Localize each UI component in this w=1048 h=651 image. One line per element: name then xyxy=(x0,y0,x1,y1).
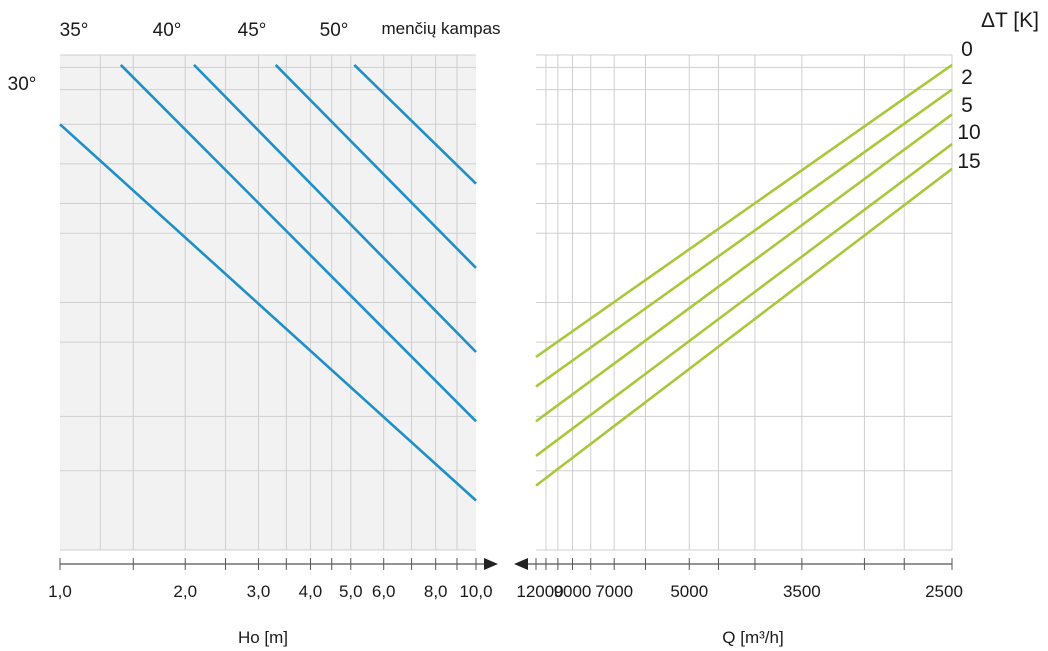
right-tick-label: 9000 xyxy=(554,582,592,601)
blade-angle-line-45deg xyxy=(274,63,477,269)
right-arrow-icon xyxy=(484,558,498,570)
temperature-line-10 xyxy=(535,143,953,457)
left-tick-label: 5,0 xyxy=(339,582,363,601)
blade-angle-label: 30° xyxy=(8,74,37,95)
blade-angle-line-35deg xyxy=(119,63,477,423)
blade-angle-line-50deg xyxy=(353,63,477,185)
delta-t-label: 2 xyxy=(961,66,973,89)
temperature-line-2 xyxy=(535,88,953,388)
delta-t-label: 0 xyxy=(961,38,973,61)
left-tick-label: 10,0 xyxy=(459,582,492,601)
labels: 30° 35° 40° 45° 50° menčių kampas ΔT [K] 0 2 5 10 1… xyxy=(8,9,1039,173)
blade-angle-label: 45° xyxy=(238,20,267,41)
delta-t-legend-title: ΔT [K] xyxy=(981,9,1039,32)
blade-angle-line-30deg xyxy=(59,123,477,502)
delta-t-label: 5 xyxy=(961,94,973,117)
right-tick-label: 12000 xyxy=(516,582,563,601)
temperature-line-5 xyxy=(535,113,953,423)
left-axis-title: Ho [m] xyxy=(238,628,288,647)
delta-t-label: 15 xyxy=(957,150,980,173)
left-tick-label: 3,0 xyxy=(247,582,271,601)
right-tick-label: 7000 xyxy=(595,582,633,601)
blade-angle-label: 35° xyxy=(60,20,89,41)
right-axis-title: Q [m³/h] xyxy=(722,628,783,647)
left-tick-label: 6,0 xyxy=(372,582,396,601)
left-arrow-icon xyxy=(514,558,528,570)
blade-angle-legend-title: menčių kampas xyxy=(381,19,500,38)
left-tick-label: 8,0 xyxy=(424,582,448,601)
right-tick-label: 2500 xyxy=(925,582,963,601)
blade-angle-label: 40° xyxy=(153,20,182,41)
temperature-line-0 xyxy=(535,63,953,358)
left-panel: 1,0 2,0 3,0 4,0 5,0 6,0 8,0 10,0 Ho [m] xyxy=(48,54,498,647)
left-tick-label: 1,0 xyxy=(48,582,72,601)
right-tick-label: 3500 xyxy=(783,582,821,601)
left-tick-label: 4,0 xyxy=(299,582,323,601)
left-tick-label: 2,0 xyxy=(173,582,197,601)
delta-t-label: 10 xyxy=(957,121,980,144)
blade-angle-line-40deg xyxy=(193,63,477,353)
temperature-line-15 xyxy=(535,167,953,487)
blade-angle-label: 50° xyxy=(320,20,349,41)
right-tick-label: 5000 xyxy=(670,582,708,601)
